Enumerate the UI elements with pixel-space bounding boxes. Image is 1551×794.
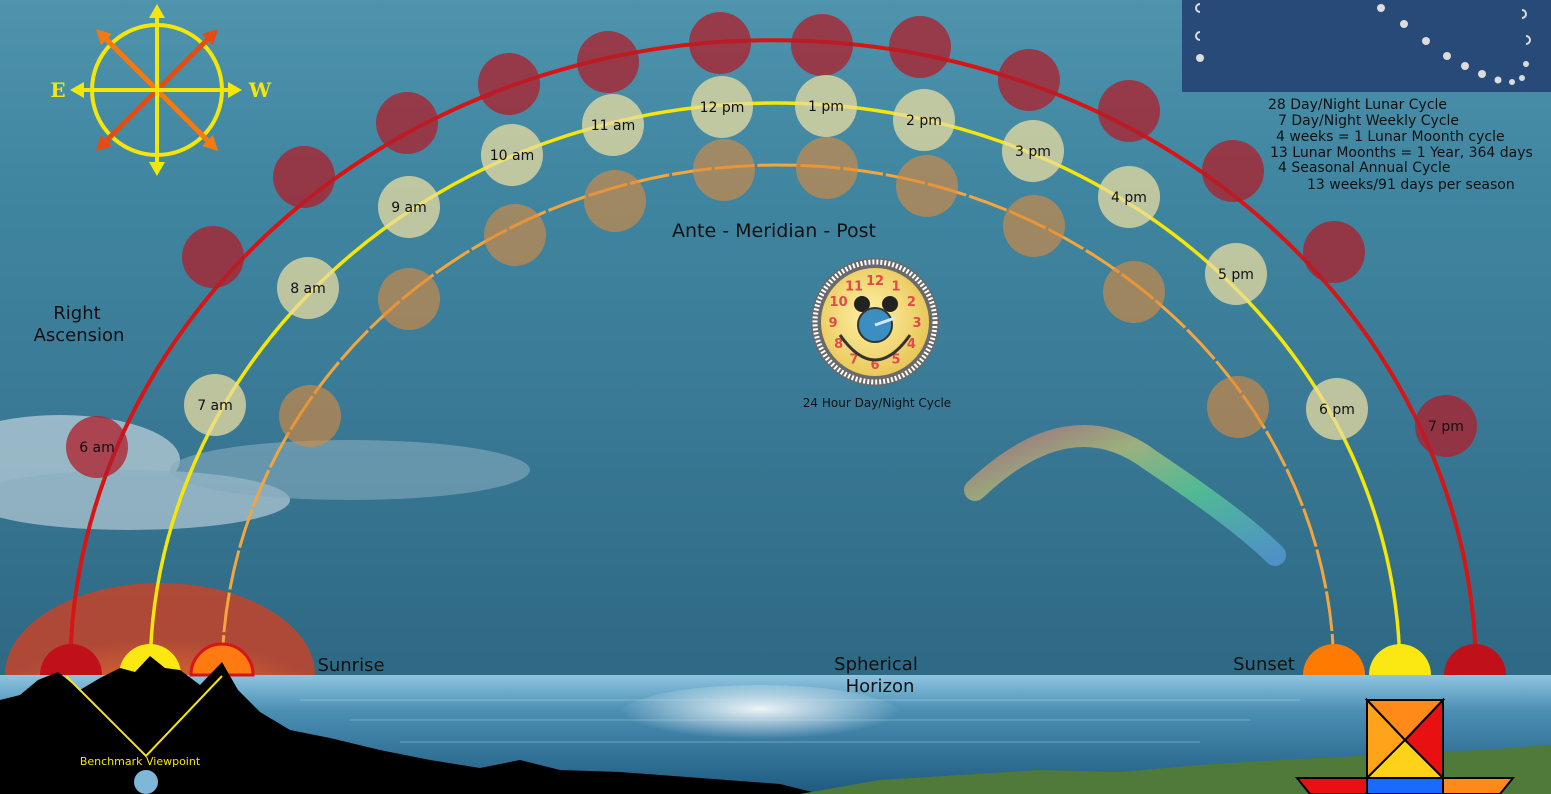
horizon-label: Horizon: [846, 676, 915, 697]
middle-hour-disc: [1098, 166, 1160, 228]
inner-hour-disc: [1003, 195, 1065, 257]
sea-ripples: [300, 699, 1300, 743]
hour-label: 1 pm: [808, 99, 844, 115]
middle-hour-disc: [1002, 120, 1064, 182]
middle-hour-disc: [378, 176, 440, 238]
sunrise-label: Sunrise: [317, 655, 384, 676]
ante-meridian-post-label: Ante - Meridian - Post: [672, 220, 876, 242]
hour-label: 6 am: [79, 440, 115, 456]
hour-label: 9 am: [391, 200, 427, 216]
inner-hour-disc: [796, 137, 858, 199]
middle-hour-disc: [582, 94, 644, 156]
outer-hour-disc: [791, 14, 853, 76]
middle-hour-discs: 7 am 8 am 9 am 10 am 11 am 12 pm 1 pm 2 pm 3 pm 4…: [184, 75, 1368, 440]
outer-hour-disc: [889, 16, 951, 78]
clock-number: 11: [845, 280, 863, 295]
middle-hour-disc: [893, 89, 955, 151]
middle-hour-disc: [691, 76, 753, 138]
inner-hour-disc: [378, 268, 440, 330]
mountain-silhouette-icon: [0, 656, 820, 794]
spherical-label: Spherical: [834, 654, 918, 675]
outer-hour-disc: [1303, 221, 1365, 283]
info-line: 13 Lunar Moonths = 1 Year, 364 days: [1270, 145, 1533, 161]
hour-label: 3 pm: [1015, 144, 1051, 160]
inner-hour-disc: [484, 204, 546, 266]
inner-hour-discs: [279, 137, 1269, 447]
hour-label: 12 pm: [700, 100, 745, 116]
inner-hour-disc: [896, 155, 958, 217]
rainbow-icon: [964, 425, 1286, 566]
clock-number: 1: [891, 280, 900, 295]
outer-arc: [68, 38, 1478, 676]
viewpoint-drop-icon: [134, 770, 158, 794]
hour-label: 4 pm: [1111, 190, 1147, 206]
clock-number: 8: [834, 337, 843, 352]
info-line: 28 Day/Night Lunar Cycle: [1268, 97, 1447, 113]
middle-hour-disc: [1306, 378, 1368, 440]
hour-label: 10 am: [490, 148, 534, 164]
hour-label: 6 pm: [1319, 402, 1355, 418]
middle-hour-disc: [1205, 243, 1267, 305]
outer-hour-disc: [689, 12, 751, 74]
hour-label: 8 am: [290, 281, 326, 297]
benchmark-label: Benchmark Viewpoint: [80, 755, 201, 768]
inner-hour-disc: [279, 385, 341, 447]
clock-number: 10: [830, 295, 848, 310]
inner-hour-disc: [584, 170, 646, 232]
outer-hour-discs: 6 am 7 pm: [66, 12, 1477, 478]
info-line: 13 weeks/91 days per season: [1307, 177, 1515, 193]
compass-icon: E W: [50, 4, 272, 176]
compass-west-label: W: [248, 78, 272, 102]
clock-number: 7: [849, 352, 858, 367]
right-ascension-label-2: Ascension: [34, 325, 125, 346]
hour-label: 2 pm: [906, 113, 942, 129]
hour-label: 7 am: [197, 398, 233, 414]
inner-arc: [220, 163, 1336, 676]
sunset-label: Sunset: [1233, 654, 1295, 675]
clock-number: 9: [828, 316, 837, 331]
hour-label: 7 pm: [1428, 419, 1464, 435]
compass-east-label: E: [50, 78, 65, 102]
outer-hour-disc: [66, 416, 128, 478]
clock-number: 3: [912, 316, 921, 331]
viewpoint-lines: [65, 675, 223, 758]
inner-hour-disc: [1207, 376, 1269, 438]
outer-hour-disc: [376, 92, 438, 154]
outer-hour-disc: [273, 146, 335, 208]
outer-hour-disc: [998, 49, 1060, 111]
moon-phases-icon: [1182, 0, 1551, 92]
sea-shine: [620, 685, 900, 745]
hour-label: 11 am: [591, 118, 635, 134]
middle-hour-disc: [795, 75, 857, 137]
inner-hour-disc: [693, 139, 755, 201]
outer-hour-disc: [478, 53, 540, 115]
right-ascension-label-1: Right: [53, 303, 100, 324]
info-line: 4 Seasonal Annual Cycle: [1278, 160, 1450, 176]
info-line: 7 Day/Night Weekly Cycle: [1278, 113, 1459, 129]
clock-caption: 24 Hour Day/Night Cycle: [803, 396, 951, 410]
outer-hour-disc: [1415, 395, 1477, 457]
clock-number: 5: [891, 352, 900, 367]
outer-hour-disc: [182, 226, 244, 288]
middle-hour-disc: [277, 257, 339, 319]
clock-number: 4: [907, 337, 916, 352]
outer-hour-disc: [1098, 80, 1160, 142]
middle-hour-disc: [481, 124, 543, 186]
inner-hour-disc: [1103, 261, 1165, 323]
clock-number: 6: [870, 358, 879, 373]
middle-hour-disc: [184, 374, 246, 436]
outer-hour-disc: [1202, 140, 1264, 202]
clock-number: 2: [907, 295, 916, 310]
info-line: 4 weeks = 1 Lunar Moonth cycle: [1276, 129, 1505, 145]
sunset-discs: [1303, 644, 1506, 675]
tangram-star-icon: [1294, 697, 1516, 794]
outer-hour-disc: [577, 31, 639, 93]
hour-label: 5 pm: [1218, 267, 1254, 283]
clock-number: 12: [866, 274, 884, 289]
